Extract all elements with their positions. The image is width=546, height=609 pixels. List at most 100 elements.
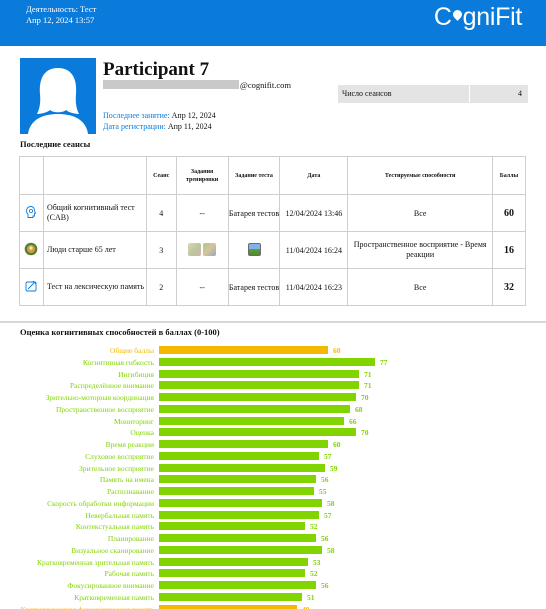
recent-sessions-title: Последние сеансы	[20, 139, 91, 149]
score-value: 71	[364, 369, 372, 379]
score-label: Рабочая память	[104, 569, 154, 579]
score-bar	[159, 404, 350, 413]
score-row: Общие баллы 60	[0, 345, 546, 356]
score-bar	[159, 581, 316, 589]
score-row: Скорость обработки информации 58	[0, 498, 546, 509]
score-label: Мониторинг	[113, 416, 154, 426]
score-row: Оценка 70	[0, 427, 546, 438]
score-row: Распознавание 55	[0, 486, 546, 497]
score-value: 56	[321, 581, 329, 590]
score-label: Пространственное восприятие	[55, 404, 154, 414]
head-icon	[26, 206, 37, 218]
score-value: 51	[307, 592, 315, 602]
registered-label: Дата регистрации:	[103, 122, 166, 131]
col-score: Баллы	[492, 156, 526, 195]
score-bar	[159, 569, 305, 578]
score-row: Визуальное сканирование 58	[0, 545, 546, 556]
table-row[interactable]: Люди старше 65 лет 3 11/04/2024 16:24 Пр…	[19, 231, 526, 269]
score-row: Мониторинг 66	[0, 416, 546, 427]
note-icon	[26, 280, 37, 292]
score-value: 55	[319, 487, 327, 496]
session-training	[175, 231, 229, 269]
score-row: Рабочая память 52	[0, 568, 546, 579]
score-label: Кратковременная память	[74, 592, 154, 602]
table-row[interactable]: Тест на лексическую память 2 -- Батарея …	[19, 268, 526, 306]
score-bar	[159, 592, 302, 601]
score-label: Распределённое внимание	[69, 381, 154, 391]
session-score: 60	[492, 194, 526, 232]
col-skills: Тестируемые способности	[347, 156, 493, 195]
score-row: Кратковременная фонологическая память 49	[0, 604, 546, 609]
email-redaction	[103, 80, 239, 89]
score-label: Скорость обработки информации	[47, 498, 154, 508]
score-row: Зрительное восприятие 59	[0, 463, 546, 474]
session-skills: Все	[347, 194, 493, 232]
score-label: Контекстуальная память	[75, 522, 154, 532]
score-bar	[159, 440, 328, 448]
session-training: --	[175, 194, 229, 232]
score-value: 56	[321, 534, 329, 543]
logo-pin-icon	[450, 8, 464, 21]
score-bar	[159, 557, 308, 566]
score-value: 70	[361, 393, 369, 402]
score-value: 57	[324, 510, 332, 520]
col-icon	[19, 156, 44, 195]
score-bar	[159, 510, 319, 519]
participant-dates: Последнее занятие: Апр 12, 2024 Дата рег…	[103, 110, 216, 132]
session-test: Батарея тестов	[227, 194, 281, 232]
score-value: 58	[327, 545, 335, 555]
col-test: Задание теста	[227, 156, 281, 195]
score-label: Оценка	[130, 428, 154, 438]
table-header-row: Сеанс Задания тренировки Задание теста Д…	[19, 156, 526, 195]
score-row: Невербальная память 57	[0, 510, 546, 521]
activity-label: Деятельность: Тест	[26, 4, 97, 14]
score-label: Визуальное сканирование	[71, 545, 154, 555]
session-date: 11/04/2024 16:24	[279, 231, 349, 269]
score-label: Когнитивная гибкость	[82, 357, 154, 367]
score-bar	[159, 357, 375, 366]
session-test	[227, 231, 281, 269]
score-label: Зрительное восприятие	[79, 463, 154, 473]
col-training: Задания тренировки	[175, 156, 229, 195]
score-row: Кратковременная зрительная память 53	[0, 557, 546, 568]
score-bar	[159, 545, 322, 554]
score-label: Память на имена	[99, 475, 154, 485]
session-date: 11/04/2024 16:23	[279, 268, 349, 306]
score-value: 52	[310, 569, 318, 579]
session-count-label: Число сеансов	[342, 89, 392, 98]
score-value: 68	[355, 404, 363, 414]
session-name: Люди старше 65 лет	[42, 231, 147, 269]
score-value: 58	[327, 498, 335, 508]
section-divider	[0, 321, 546, 323]
score-row: Кратковременная память 51	[0, 592, 546, 603]
score-row: Слуховое восприятие 57	[0, 451, 546, 462]
avatar	[20, 58, 96, 134]
user-silhouette-icon	[20, 58, 96, 134]
session-skills: Пространственное восприятие - Время реак…	[347, 231, 493, 269]
score-value: 77	[380, 357, 388, 367]
session-training: --	[175, 268, 229, 306]
session-number: 4	[145, 194, 177, 232]
score-row: Ингибиция 71	[0, 369, 546, 380]
participant-email: @cognifit.com	[103, 80, 291, 90]
score-value: 49	[302, 604, 310, 609]
score-label: Слуховое восприятие	[85, 451, 154, 461]
session-skills: Все	[347, 268, 493, 306]
score-row: Распределённое внимание 71	[0, 380, 546, 391]
score-bar	[159, 487, 314, 495]
report-datetime: Апр 12, 2024 13:57	[26, 15, 95, 25]
score-bar	[159, 463, 325, 472]
score-label: Кратковременная зрительная память	[37, 557, 154, 567]
session-name: Тест на лексическую память	[42, 268, 147, 306]
session-score: 32	[492, 268, 526, 306]
registered-value: Апр 11, 2024	[167, 122, 212, 131]
sessions-table: Сеанс Задания тренировки Задание теста Д…	[19, 156, 526, 306]
session-test: Батарея тестов	[227, 268, 281, 306]
score-label: Ингибиция	[118, 369, 154, 379]
score-bar	[159, 604, 297, 609]
session-score: 16	[492, 231, 526, 269]
score-value: 57	[324, 451, 332, 461]
table-row[interactable]: Общий когнитивный тест (CAB) 4 -- Батаре…	[19, 194, 526, 232]
score-value: 53	[313, 557, 321, 567]
score-bar	[159, 346, 328, 354]
